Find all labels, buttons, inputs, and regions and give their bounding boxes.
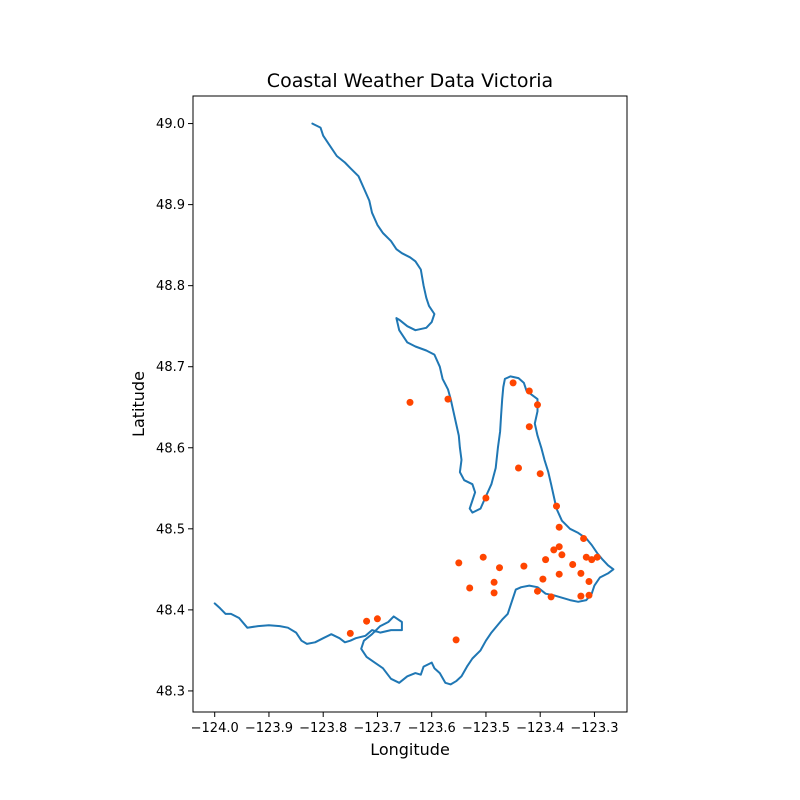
y-tick-label: 48.8 [156,279,185,294]
station-point-11 [555,523,563,531]
y-axis-label: Latitude [129,371,148,437]
station-point-31 [534,587,541,595]
x-tick-label: −123.4 [516,721,564,736]
y-tick-label: 48.3 [156,684,185,699]
x-tick-label: −123.3 [570,721,618,736]
y-tick-label: 49.0 [156,117,185,132]
station-point-24 [496,564,503,572]
station-point-9 [482,494,490,502]
station-point-3 [534,401,541,409]
station-point-6 [525,423,533,431]
station-point-39 [452,636,460,644]
station-point-15 [558,551,566,559]
x-tick-label: −123.8 [299,721,347,736]
x-tick-label: −124.0 [191,721,239,736]
station-point-30 [466,584,474,592]
station-point-23 [520,562,528,570]
axes-frame [192,95,628,713]
y-tick-label: 48.7 [156,360,185,375]
station-point-32 [490,589,498,597]
x-axis-ticks: −124.0 −123.9 −123.8 −123.7 −123.6 −123.5 −123… [191,712,619,736]
station-point-10 [553,502,560,510]
station-point-33 [547,593,555,601]
x-tick-label: −123.6 [408,721,456,736]
station-point-38 [346,629,354,637]
x-tick-label: −123.9 [245,721,293,736]
station-point-7 [515,464,522,472]
x-tick-label: −123.7 [353,721,401,736]
station-point-12 [580,535,588,542]
y-tick-label: 48.6 [156,441,185,456]
station-point-26 [555,570,563,578]
station-point-34 [577,592,585,600]
station-point-8 [536,470,544,478]
station-point-4 [406,398,414,406]
station-point-27 [539,575,547,583]
station-point-25 [577,569,585,577]
y-axis-ticks: 48.3 48.4 48.5 48.6 48.7 48.8 48.9 49.0 [156,117,193,699]
station-point-1 [509,379,517,387]
y-tick-label: 48.5 [156,522,185,537]
x-axis-label: Longitude [370,740,450,759]
station-point-2 [525,387,533,395]
station-point-14 [550,546,558,554]
chart-title: Coastal Weather Data Victoria [267,70,553,92]
station-point-29 [585,578,593,585]
station-point-20 [593,553,601,561]
weather-stations-layer [346,379,601,644]
y-tick-label: 48.4 [156,603,185,618]
station-point-13 [555,543,563,551]
station-point-17 [542,556,550,564]
station-point-18 [582,553,590,561]
station-point-19 [588,556,596,564]
station-point-35 [585,591,593,599]
station-point-5 [444,395,452,403]
station-point-36 [373,615,381,623]
station-point-28 [490,578,498,586]
station-point-16 [479,553,487,561]
x-tick-label: −123.5 [462,721,510,736]
station-point-22 [569,561,577,568]
y-tick-label: 48.9 [156,198,185,213]
station-point-21 [455,559,463,567]
station-point-37 [363,617,371,625]
